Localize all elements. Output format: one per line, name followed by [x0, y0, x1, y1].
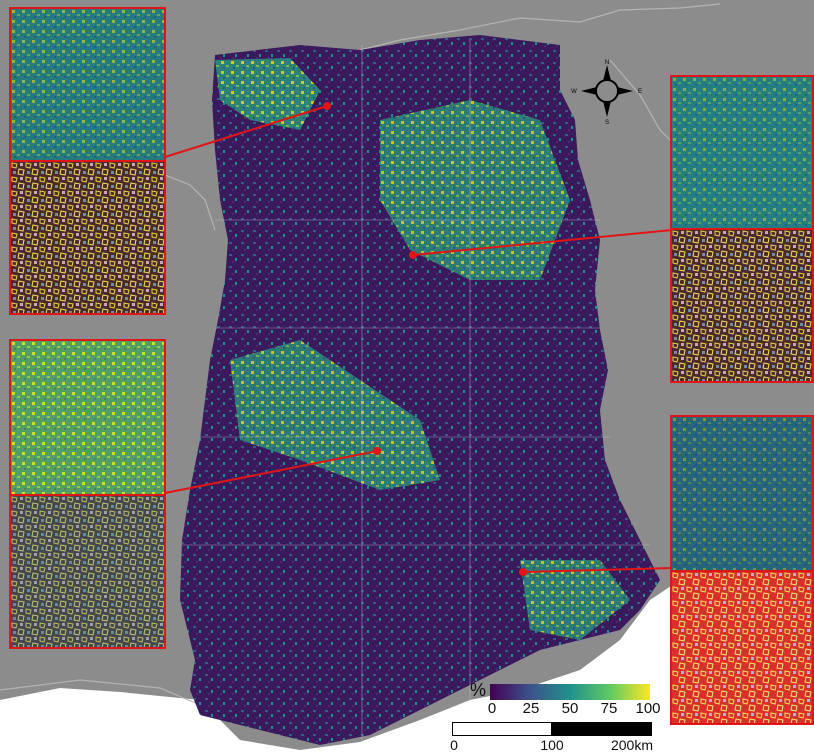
site-marker-central [373, 447, 381, 455]
inset-southeast-probability [670, 415, 814, 572]
cropland-cluster-north [215, 58, 320, 130]
compass-label-n: N [605, 60, 609, 66]
inset-central-fields [9, 494, 166, 649]
inset-north-probability [9, 7, 166, 162]
cropland-cluster-northeast [380, 100, 570, 280]
compass-rose-icon [581, 65, 633, 117]
site-marker-north [323, 102, 331, 110]
compass-label-s: S [605, 120, 609, 126]
scale-bar-segment-black [552, 722, 652, 736]
legend-tick: 100 [635, 700, 661, 717]
inset-northeast-probability [670, 75, 814, 230]
neighbor-border-southwest [0, 679, 201, 706]
inset-southeast-fields [670, 570, 814, 725]
legend-tick: 50 [561, 700, 579, 717]
scale-bar-label: 200km [610, 737, 654, 753]
inset-leader-lines [164, 105, 673, 573]
scale-bar-label: 0 [450, 737, 458, 753]
neighbor-border-north [359, 3, 721, 51]
legend-tick: 25 [522, 700, 540, 717]
site-marker-northeast [409, 251, 417, 259]
legend-tick: 75 [600, 700, 618, 717]
scale-bar-label: 100 [540, 737, 564, 753]
compass-label-e: E [638, 89, 642, 95]
graticule [182, 40, 650, 740]
inset-central-probability [9, 339, 166, 496]
scale-bar-segment-white [452, 722, 552, 736]
inset-northeast-fields [670, 228, 814, 383]
legend-tick: 0 [487, 700, 497, 717]
cropland-cluster-central [230, 340, 440, 490]
site-marker-southeast [519, 568, 527, 576]
cropland-cluster-southeast [520, 560, 630, 640]
neighbor-border-west [164, 174, 216, 231]
compass-label-w: W [571, 89, 577, 95]
legend-unit: % [470, 680, 487, 700]
legend-colorbar [490, 684, 650, 700]
inset-north-fields [9, 160, 166, 315]
